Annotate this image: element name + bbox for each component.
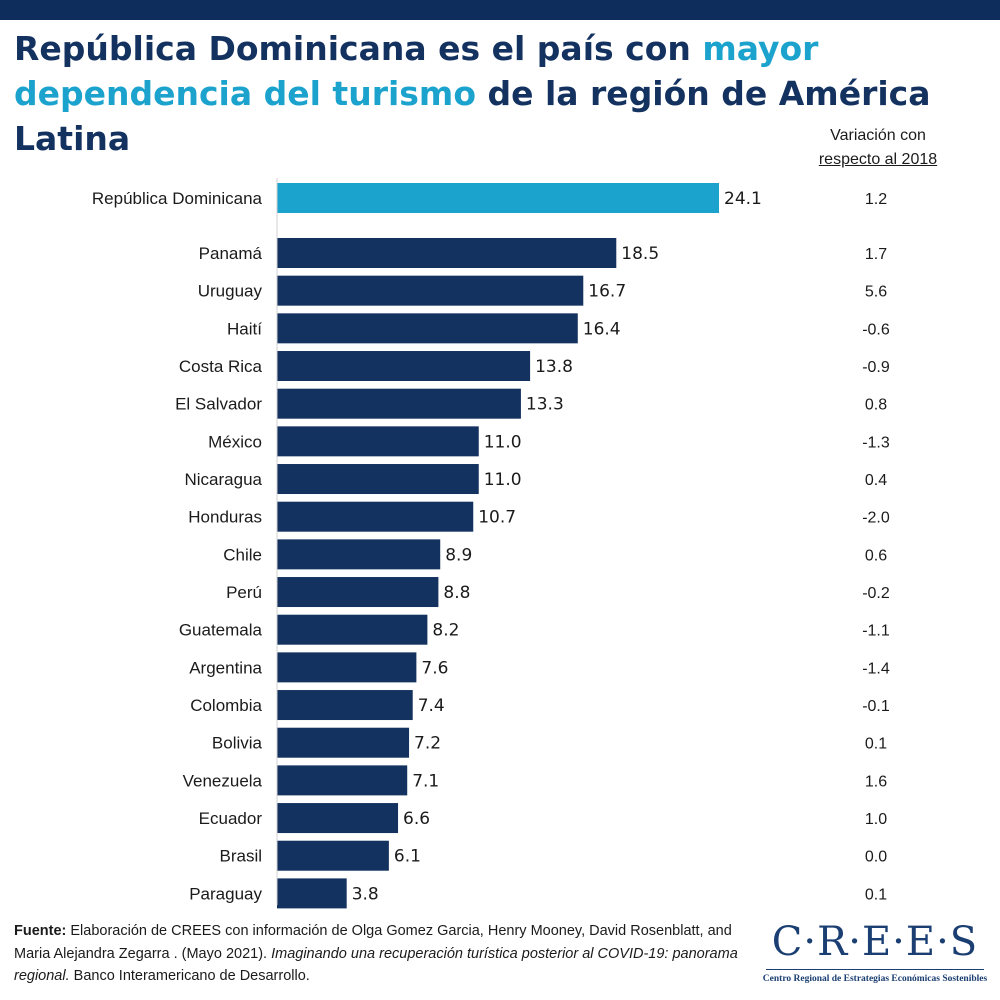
category-label: Perú: [226, 583, 262, 602]
variation-value: -0.2: [862, 585, 890, 602]
category-label: El Salvador: [175, 395, 262, 414]
bar: [277, 501, 474, 532]
bar: [277, 183, 719, 213]
category-label: Honduras: [188, 508, 262, 527]
crees-logo: C·R·E·E·S Centro Regional de Estrategias…: [760, 918, 990, 992]
bar: [277, 238, 617, 268]
value-label: 8.2: [432, 621, 459, 641]
value-label: 10.7: [478, 508, 516, 528]
bar: [277, 614, 428, 645]
bar-chart: República Dominicana 24.1 1.2 Panamá 18.5 1.7…: [92, 178, 890, 909]
value-label: 18.5: [621, 244, 659, 264]
value-label: 13.8: [535, 357, 573, 377]
bar: [277, 275, 584, 306]
logo-divider: [766, 969, 984, 970]
source-publication-title: Imaginando una recuperación turística po…: [14, 945, 738, 985]
variation-value: 1.2: [865, 191, 887, 208]
value-label: 8.9: [445, 545, 472, 565]
value-label: 3.8: [352, 884, 379, 904]
value-label: 8.8: [443, 583, 470, 603]
category-label: Colombia: [190, 696, 262, 715]
variation-value: 1.7: [865, 246, 887, 263]
variation-value: -1.4: [862, 660, 890, 677]
source-label: Fuente:: [14, 923, 67, 939]
value-label: 11.0: [484, 432, 522, 452]
value-label: 7.1: [412, 771, 439, 791]
bar: [277, 426, 479, 457]
variation-value: 0.0: [865, 849, 887, 866]
category-label: República Dominicana: [92, 189, 263, 208]
variation-value: 1.0: [865, 811, 887, 828]
category-label: Argentina: [189, 658, 262, 677]
variation-value: 0.8: [865, 397, 887, 414]
bar: [277, 840, 389, 871]
top-accent-bar: [0, 0, 1000, 20]
category-label: Panamá: [199, 244, 263, 263]
variation-value: -2.0: [862, 510, 890, 527]
source-text-2: Banco Interamericano de Desarrollo.: [69, 968, 310, 984]
value-label: 7.6: [421, 658, 448, 678]
bar: [277, 765, 408, 796]
variation-value: -0.6: [862, 321, 890, 338]
variation-value: 5.6: [865, 284, 887, 301]
bar: [277, 690, 413, 721]
value-label: 11.0: [484, 470, 522, 490]
bar: [277, 652, 417, 683]
source-text-1: Elaboración de CREES con información de …: [14, 923, 732, 962]
bar: [277, 313, 578, 344]
variation-header-line1: Variación con: [830, 127, 926, 144]
bar: [277, 727, 410, 758]
variation-value: -1.3: [862, 434, 890, 451]
value-label: 16.4: [583, 319, 621, 339]
value-label: 13.3: [526, 395, 564, 415]
variation-value: -0.9: [862, 359, 890, 376]
source-note: Fuente: Elaboración de CREES con informa…: [14, 920, 744, 988]
bar: [277, 388, 521, 419]
value-label: 16.7: [588, 282, 626, 302]
value-label: 6.1: [394, 847, 421, 867]
variation-value: -0.1: [862, 698, 890, 715]
category-label: Haití: [227, 319, 262, 338]
title-highlight-1: mayor: [702, 29, 819, 68]
bar: [277, 464, 479, 495]
variation-value: 0.4: [865, 472, 887, 489]
variation-value: 0.1: [865, 736, 887, 753]
value-label: 7.2: [414, 734, 441, 754]
variation-value: 1.6: [865, 773, 887, 790]
category-label: Costa Rica: [179, 357, 263, 376]
category-label: Ecuador: [199, 809, 263, 828]
variation-column-header: Variación con respecto al 2018: [790, 124, 966, 172]
bar: [277, 878, 347, 909]
logo-subtitle: Centro Regional de Estrategias Económica…: [762, 974, 988, 984]
title-highlight-2: dependencia del turismo: [14, 74, 476, 113]
category-label: México: [208, 432, 262, 451]
title-part2: de la región de América Latina: [14, 74, 931, 158]
chart-title: República Dominicana es el país con mayo…: [14, 26, 974, 161]
value-label: 7.4: [418, 696, 445, 716]
logo-wordmark: C·R·E·E·S: [771, 919, 979, 965]
value-label: 24.1: [724, 189, 762, 209]
category-label: Uruguay: [198, 282, 263, 301]
bar: [277, 351, 531, 382]
category-label: Bolivia: [212, 734, 263, 753]
category-label: Guatemala: [179, 621, 263, 640]
variation-value: 0.1: [865, 886, 887, 903]
variation-value: 0.6: [865, 547, 887, 564]
variation-value: -1.1: [862, 623, 890, 640]
value-label: 6.6: [403, 809, 430, 829]
category-label: Venezuela: [183, 771, 263, 790]
category-label: Paraguay: [189, 884, 262, 903]
variation-header-line2: respecto al 2018: [818, 151, 938, 168]
title-part1: República Dominicana es el país con: [14, 29, 703, 68]
category-label: Nicaragua: [185, 470, 263, 489]
bar: [277, 539, 441, 570]
category-label: Brasil: [219, 847, 262, 866]
category-label: Chile: [223, 545, 262, 564]
bar: [277, 577, 439, 608]
bar: [277, 803, 399, 834]
